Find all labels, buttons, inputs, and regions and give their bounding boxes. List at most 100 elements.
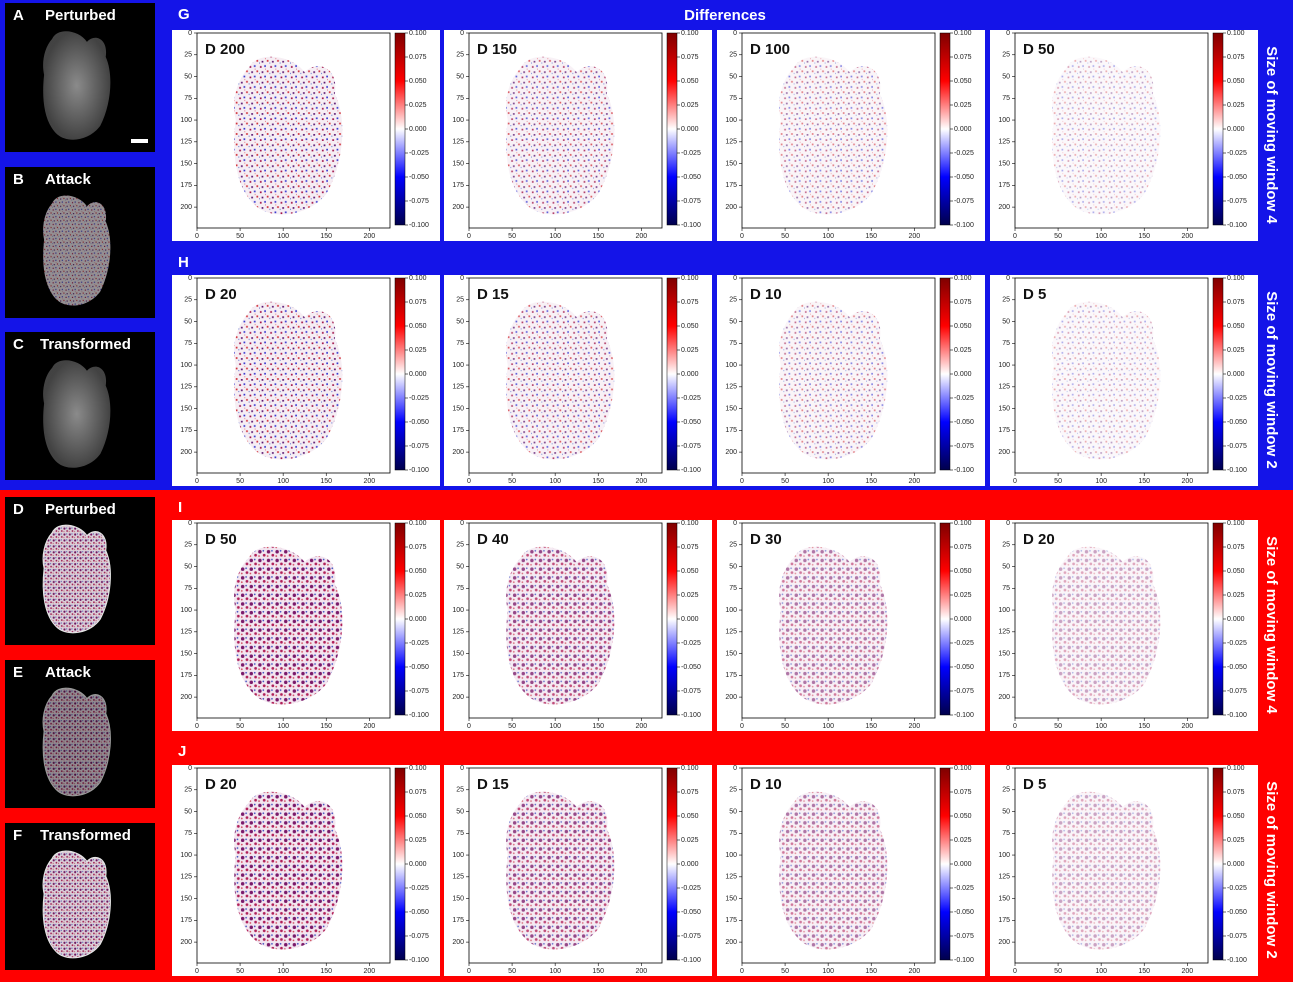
x-tick-label: 50 bbox=[781, 478, 789, 485]
y-tick-label: 125 bbox=[725, 384, 737, 391]
colorbar-tick-label: -0.100 bbox=[954, 712, 974, 719]
subplot-title: D 50 bbox=[1023, 41, 1055, 58]
y-tick-label: 100 bbox=[725, 117, 737, 124]
colorbar-tick-label: 0.075 bbox=[681, 544, 699, 551]
colorbar bbox=[1213, 523, 1223, 715]
colorbar-tick-label: -0.075 bbox=[409, 198, 429, 205]
x-tick-label: 200 bbox=[908, 233, 920, 240]
y-tick-label: 125 bbox=[452, 874, 464, 881]
x-tick-label: 0 bbox=[740, 233, 744, 240]
y-tick-label: 100 bbox=[998, 607, 1010, 614]
y-tick-label: 100 bbox=[725, 607, 737, 614]
x-tick-label: 0 bbox=[1013, 723, 1017, 730]
y-tick-label: 150 bbox=[725, 650, 737, 657]
y-tick-label: 50 bbox=[729, 73, 737, 80]
y-tick-label: 50 bbox=[729, 563, 737, 570]
colorbar-tick-label: 0.025 bbox=[409, 592, 427, 599]
x-tick-label: 150 bbox=[592, 968, 604, 975]
x-tick-label: 0 bbox=[740, 968, 744, 975]
y-tick-label: 75 bbox=[456, 830, 464, 837]
colorbar-tick-label: 0.050 bbox=[681, 78, 699, 85]
colorbar bbox=[940, 523, 950, 715]
x-tick-label: 0 bbox=[467, 723, 471, 730]
subplot-title: D 10 bbox=[750, 776, 782, 793]
x-tick-label: 100 bbox=[549, 968, 561, 975]
colorbar bbox=[667, 278, 677, 470]
y-tick-label: 150 bbox=[998, 160, 1010, 167]
y-tick-label: 75 bbox=[184, 585, 192, 592]
y-tick-label: 200 bbox=[180, 694, 192, 701]
x-tick-label: 200 bbox=[908, 968, 920, 975]
colorbar-tick-label: -0.100 bbox=[409, 222, 429, 229]
y-tick-label: 200 bbox=[725, 204, 737, 211]
y-tick-label: 75 bbox=[1002, 340, 1010, 347]
difference-region bbox=[506, 547, 614, 705]
side-label: Size of moving window 2 bbox=[1263, 291, 1280, 469]
x-tick-label: 50 bbox=[781, 233, 789, 240]
difference-region bbox=[234, 57, 342, 215]
colorbar-tick-label: -0.075 bbox=[409, 933, 429, 940]
colorbar-tick-label: 0.075 bbox=[954, 54, 972, 61]
difference-region bbox=[779, 547, 887, 705]
subplot-title: D 20 bbox=[205, 286, 237, 303]
difference-region bbox=[506, 792, 614, 950]
y-tick-label: 50 bbox=[1002, 318, 1010, 325]
x-tick-label: 200 bbox=[635, 233, 647, 240]
subplot-title: D 5 bbox=[1023, 776, 1046, 793]
x-tick-label: 100 bbox=[1095, 723, 1107, 730]
heart-image bbox=[43, 360, 110, 468]
difference-map bbox=[234, 547, 342, 705]
panel-letter: C bbox=[13, 336, 24, 353]
colorbar-tick-label: 0.075 bbox=[954, 299, 972, 306]
y-tick-label: 150 bbox=[725, 160, 737, 167]
x-tick-label: 100 bbox=[549, 723, 561, 730]
x-tick-label: 150 bbox=[320, 968, 332, 975]
panel-label: Attack bbox=[45, 171, 92, 188]
y-tick-label: 0 bbox=[1006, 275, 1010, 282]
y-tick-label: 100 bbox=[998, 117, 1010, 124]
y-tick-label: 75 bbox=[456, 585, 464, 592]
y-tick-label: 25 bbox=[184, 297, 192, 304]
colorbar-tick-label: 0.050 bbox=[681, 323, 699, 330]
x-tick-label: 100 bbox=[1095, 968, 1107, 975]
y-tick-label: 0 bbox=[188, 765, 192, 772]
heart-image bbox=[43, 688, 110, 796]
colorbar-tick-label: 0.100 bbox=[1227, 275, 1245, 282]
difference-region bbox=[1052, 57, 1160, 215]
difference-map bbox=[779, 57, 887, 215]
colorbar-tick-label: -0.025 bbox=[409, 395, 429, 402]
colorbar-tick-label: -0.025 bbox=[681, 640, 701, 647]
x-tick-label: 200 bbox=[363, 723, 375, 730]
y-tick-label: 100 bbox=[452, 362, 464, 369]
x-tick-label: 150 bbox=[320, 723, 332, 730]
difference-region bbox=[1052, 302, 1160, 460]
y-tick-label: 150 bbox=[452, 405, 464, 412]
difference-region bbox=[779, 57, 887, 215]
colorbar-tick-label: 0.050 bbox=[1227, 568, 1245, 575]
colorbar-tick-label: -0.100 bbox=[1227, 712, 1247, 719]
y-tick-label: 150 bbox=[180, 895, 192, 902]
x-tick-label: 150 bbox=[865, 478, 877, 485]
x-tick-label: 150 bbox=[1138, 723, 1150, 730]
y-tick-label: 175 bbox=[180, 917, 192, 924]
colorbar-tick-label: -0.050 bbox=[954, 909, 974, 916]
colorbar-tick-label: -0.075 bbox=[954, 198, 974, 205]
x-tick-label: 0 bbox=[467, 478, 471, 485]
y-tick-label: 0 bbox=[460, 765, 464, 772]
y-tick-label: 150 bbox=[452, 895, 464, 902]
y-tick-label: 0 bbox=[188, 520, 192, 527]
panel-label: Transformed bbox=[40, 336, 131, 353]
colorbar-tick-label: -0.050 bbox=[681, 419, 701, 426]
colorbar-tick-label: -0.075 bbox=[954, 688, 974, 695]
y-tick-label: 25 bbox=[184, 52, 192, 59]
x-tick-label: 150 bbox=[1138, 968, 1150, 975]
colorbar-tick-label: -0.050 bbox=[681, 664, 701, 671]
x-tick-label: 100 bbox=[1095, 478, 1107, 485]
y-tick-label: 175 bbox=[180, 427, 192, 434]
y-tick-label: 200 bbox=[180, 939, 192, 946]
colorbar-tick-label: 0.025 bbox=[409, 102, 427, 109]
y-tick-label: 25 bbox=[184, 542, 192, 549]
subplot-title: D 15 bbox=[477, 776, 509, 793]
y-tick-label: 200 bbox=[725, 694, 737, 701]
y-tick-label: 75 bbox=[1002, 95, 1010, 102]
